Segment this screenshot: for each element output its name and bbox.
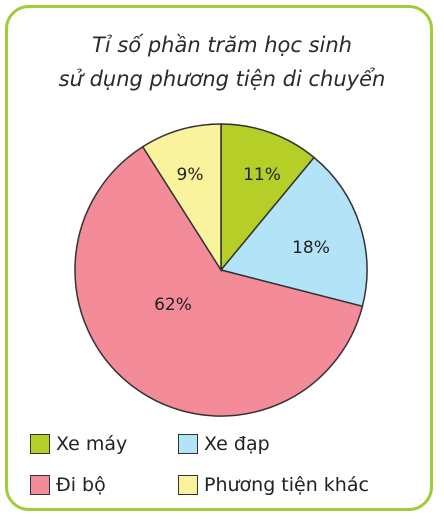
slice-label-phuong-tien-khac: 9% — [177, 165, 204, 185]
slice-label-xe-dap: 18% — [292, 238, 330, 258]
legend-item-di-bo: Đi bộ — [30, 474, 106, 496]
legend-label-di-bo: Đi bộ — [56, 474, 106, 496]
chart-title-line-1: Tỉ số phần trăm học sinh — [92, 33, 352, 57]
legend-item-xe-dap: Xe đạp — [178, 433, 270, 455]
legend-label-xe-dap: Xe đạp — [204, 433, 270, 455]
legend-swatch-phuong-tien-khac — [178, 475, 198, 495]
legend-swatch-xe-dap — [178, 434, 198, 454]
chart-title-line-2: sử dụng phương tiện di chuyển — [58, 67, 386, 91]
slice-label-di-bo: 62% — [154, 295, 192, 315]
legend-item-phuong-tien-khac: Phương tiện khác — [178, 474, 369, 496]
legend-swatch-xe-may — [30, 434, 50, 454]
legend-label-xe-may: Xe máy — [56, 433, 128, 455]
legend-item-xe-may: Xe máy — [30, 433, 127, 455]
legend-swatch-di-bo — [30, 475, 50, 495]
pie-slice-xe-dap — [219, 156, 368, 308]
pie-slice-phuong-tien-khac — [141, 123, 222, 273]
pie-slice-xe-may — [220, 123, 316, 273]
chart-title: Tỉ số phần trăm học sinh sử dụng phương … — [0, 28, 444, 96]
pie-slice-di-bo — [74, 145, 364, 417]
legend-label-phuong-tien-khac: Phương tiện khác — [204, 474, 369, 496]
slice-label-xe-may: 11% — [243, 165, 281, 185]
